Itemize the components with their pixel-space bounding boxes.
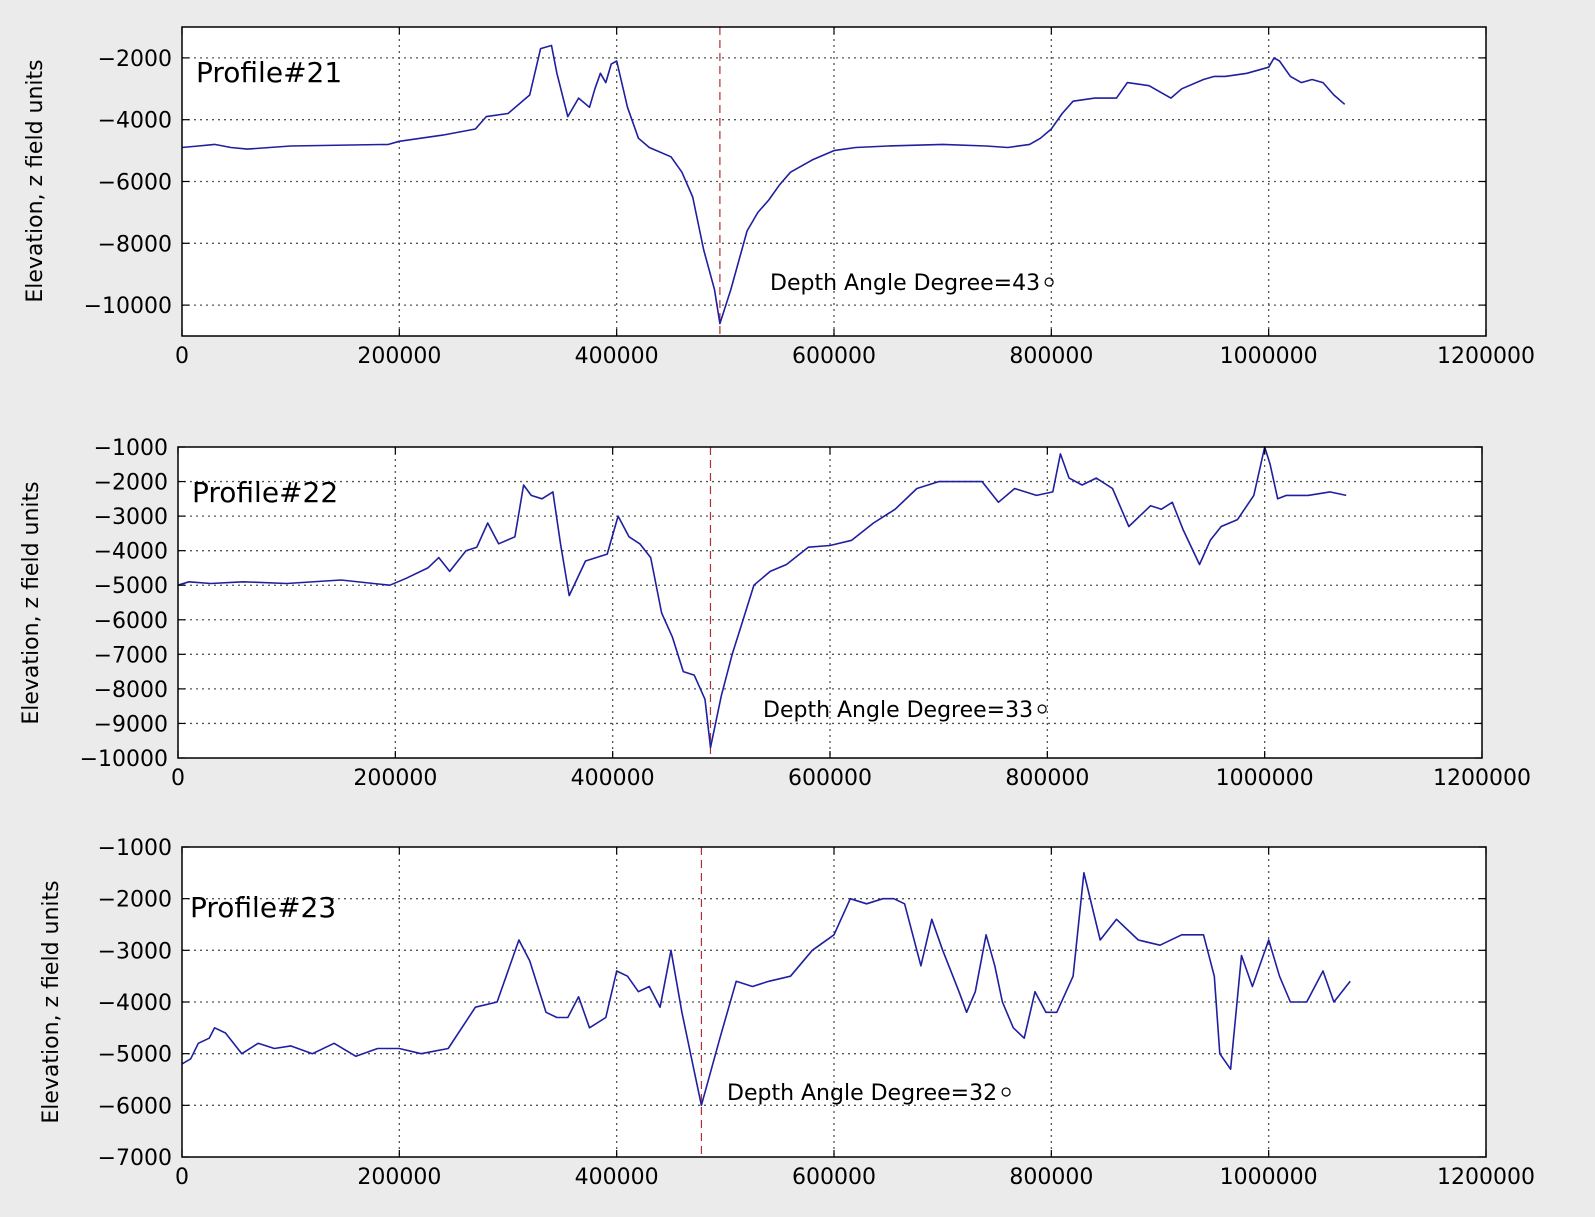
chart-panel-3: 0 200000 400000 600000 800000 1000000 1200000 −… [39, 836, 1535, 1190]
x-tick-label: 200000 [353, 766, 437, 791]
x-tick-label: 600000 [788, 766, 872, 791]
degree-symbol-icon [1037, 704, 1047, 714]
x-tick-label: 0 [175, 1165, 189, 1190]
y-tick-label: −7000 [98, 1146, 172, 1171]
y-tick-label: −8000 [98, 232, 172, 257]
y-tick-label: −4000 [98, 109, 172, 134]
y-tick-label: −5000 [94, 574, 168, 599]
x-tick-label: 400000 [575, 344, 659, 369]
profile-title: Profile#22 [192, 476, 338, 509]
x-tick-label: 600000 [792, 344, 876, 369]
y-tick-label: −1000 [98, 836, 172, 861]
series-line-1 [181, 44, 1346, 325]
y-tick-label: −10000 [80, 747, 168, 772]
y-tick-label: −10000 [84, 294, 172, 319]
series-line-1 [177, 446, 1347, 749]
x-tick-label: 800000 [1009, 1165, 1093, 1190]
x-tick-label: 400000 [571, 766, 655, 791]
y-tick-label: −9000 [94, 712, 168, 737]
x-tick-label: 200000 [357, 1165, 441, 1190]
x-tick-label: 1200000 [1437, 344, 1535, 369]
series-line-1 [181, 871, 1351, 1107]
x-tick-label: 200000 [357, 344, 441, 369]
y-axis-label: Elevation, z field units [39, 880, 64, 1123]
depth-angle-annotation: Depth Angle Degree=32 [727, 1081, 997, 1106]
y-tick-label: −2000 [98, 888, 172, 913]
depth-angle-annotation: Depth Angle Degree=33 [763, 698, 1033, 723]
y-tick-label: −5000 [98, 1043, 172, 1068]
x-tick-label: 1200000 [1433, 766, 1531, 791]
profile-title: Profile#21 [196, 56, 342, 89]
y-tick-label: −6000 [98, 171, 172, 196]
y-tick-label: −6000 [98, 1094, 172, 1119]
x-tick-label: 600000 [792, 1165, 876, 1190]
x-tick-label: 1000000 [1216, 766, 1314, 791]
x-tick-label: 0 [175, 344, 189, 369]
profile-title: Profile#23 [190, 891, 336, 924]
degree-symbol-icon [1001, 1087, 1011, 1097]
degree-symbol-icon [1044, 277, 1054, 287]
y-tick-label: −4000 [98, 991, 172, 1016]
y-tick-label: −1000 [94, 436, 168, 461]
y-tick-label: −2000 [94, 471, 168, 496]
x-tick-label: 800000 [1009, 344, 1093, 369]
x-tick-label: 400000 [575, 1165, 659, 1190]
y-tick-label: −7000 [94, 643, 168, 668]
y-tick-label: −3000 [98, 939, 172, 964]
chart-panel-1: 0 200000 400000 600000 800000 1000000 1200000 −… [23, 26, 1535, 369]
x-tick-label: 1200000 [1437, 1165, 1535, 1190]
depth-angle-annotation: Depth Angle Degree=43 [770, 271, 1040, 296]
y-tick-label: −6000 [94, 609, 168, 634]
y-tick-label: −8000 [94, 678, 168, 703]
y-tick-label: −4000 [94, 540, 168, 565]
y-tick-label: −2000 [98, 47, 172, 72]
chart-panel-2: 0 200000 400000 600000 800000 1000000 1200000 −… [19, 436, 1531, 791]
x-tick-label: 800000 [1005, 766, 1089, 791]
x-tick-label: 1000000 [1220, 344, 1318, 369]
x-tick-label: 1000000 [1220, 1165, 1318, 1190]
y-axis-label: Elevation, z field units [19, 481, 44, 724]
y-tick-label: −3000 [94, 505, 168, 530]
y-axis-label: Elevation, z field units [23, 59, 48, 302]
x-tick-label: 0 [171, 766, 185, 791]
